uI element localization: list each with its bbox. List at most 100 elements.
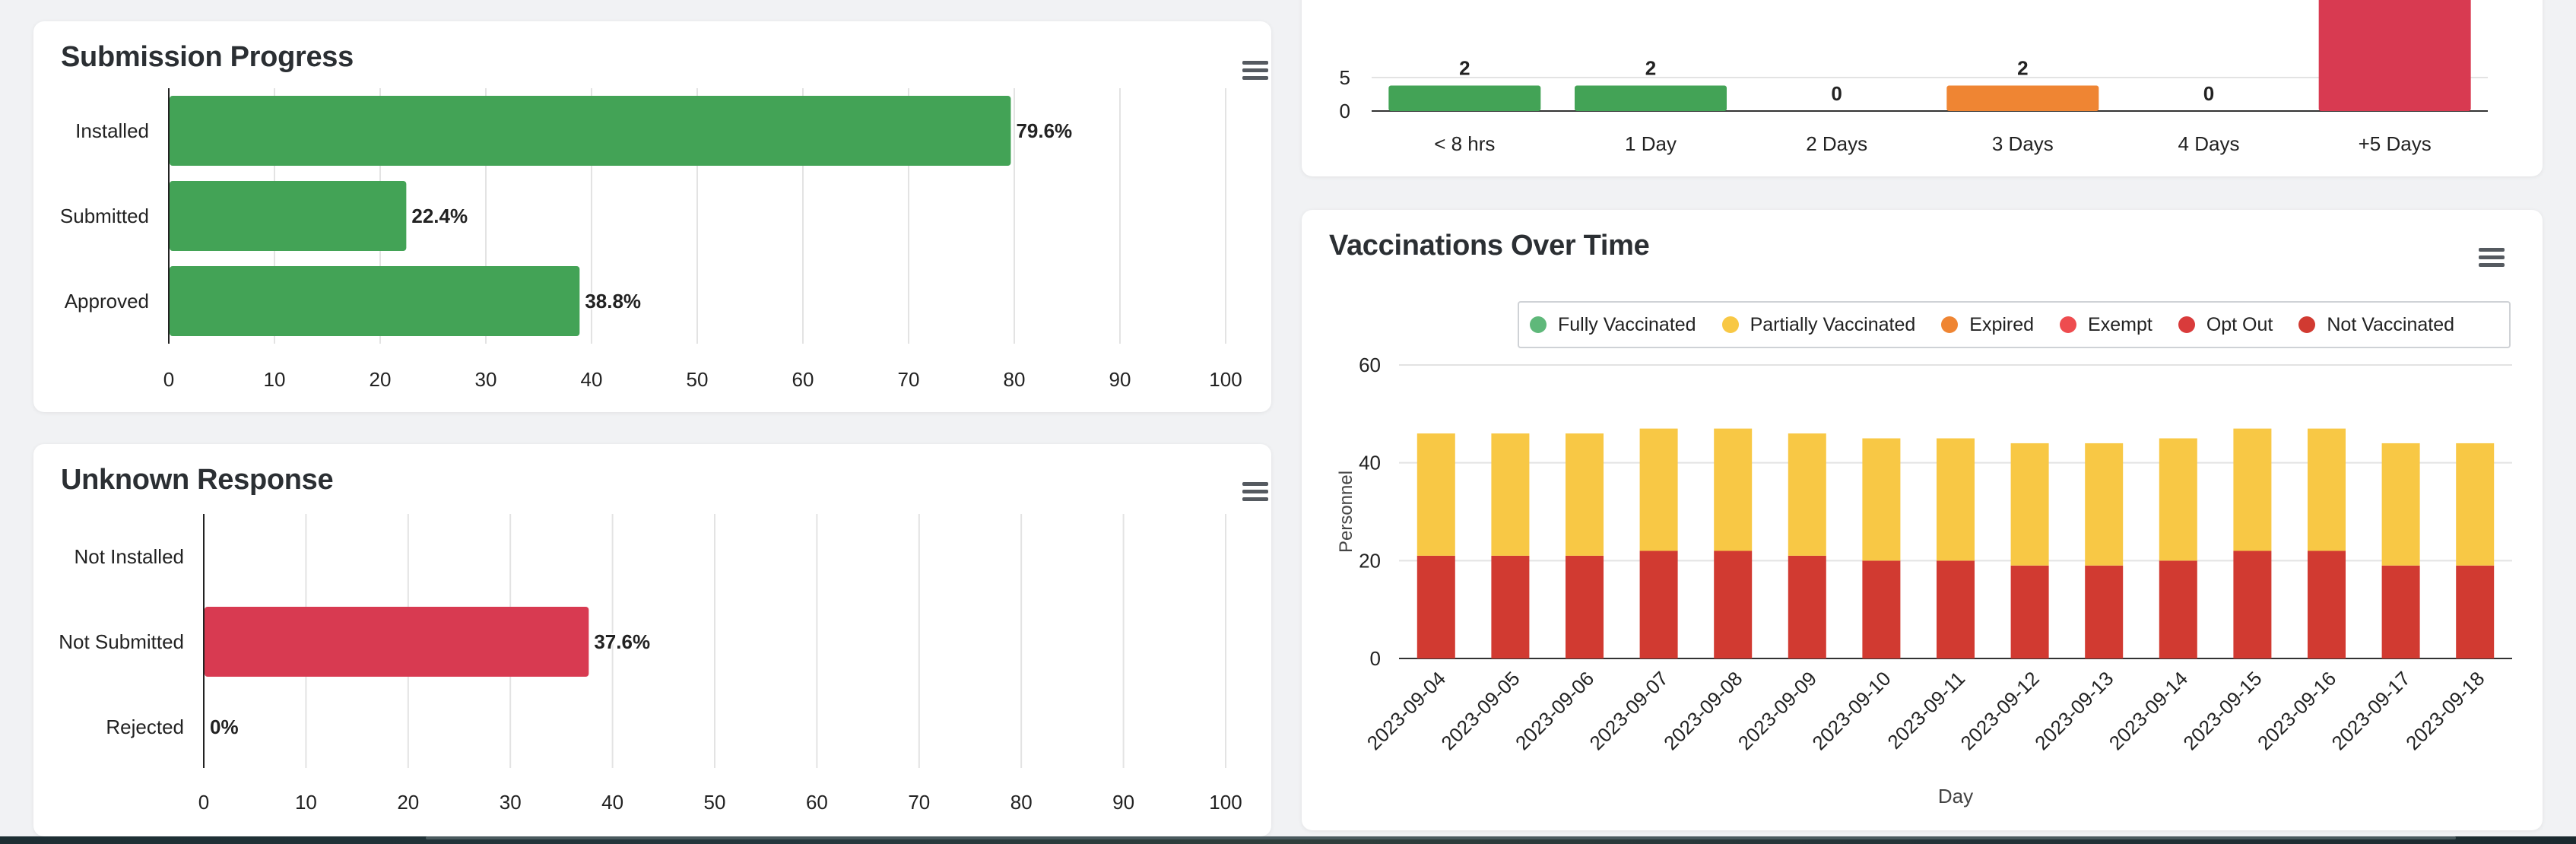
x-tick-label: 30 [500, 791, 522, 814]
submission-progress-title: Submission Progress [61, 41, 354, 73]
stack-segment [1714, 428, 1753, 551]
response-bar [2318, 0, 2471, 111]
x-tick-label: 10 [264, 368, 286, 391]
x-tick-label: 30 [475, 368, 497, 391]
stack-segment [1416, 433, 1455, 556]
stack-segment [1788, 433, 1826, 556]
legend-marker-icon [1530, 316, 1547, 333]
stack-segment [1937, 438, 1975, 561]
x-tick-label: 70 [908, 791, 930, 814]
x-tick-label: 90 [1112, 791, 1134, 814]
stack-segment [2085, 443, 2124, 566]
x-tick-label: 50 [687, 368, 709, 391]
submission-progress-card: Submission Progress 0 10 20 30 40 50 60 70 80 90 1… [33, 21, 1271, 412]
x-tick-label: 10 [295, 791, 317, 814]
submission-bar [170, 266, 580, 336]
stack-segment [1788, 555, 1826, 658]
stack-segment [1862, 560, 1901, 658]
legend-item[interactable]: Expired [1941, 314, 2034, 336]
y-tick-label: Not Submitted [59, 630, 184, 653]
y-tick-label: Approved [65, 290, 149, 313]
x-tick-label: 2023-09-16 [2253, 667, 2340, 754]
stack-segment [1714, 551, 1753, 658]
data-label: 0 [2203, 82, 2214, 105]
hamburger-menu-icon[interactable] [2479, 248, 2505, 269]
taskbar-highlight [426, 836, 2456, 839]
y-tick-label: 0 [1340, 100, 1350, 122]
y-tick-label: Not Installed [74, 545, 184, 568]
stack-segment [1566, 433, 1604, 556]
legend-marker-icon [2178, 316, 2195, 333]
stack-segment [2456, 565, 2495, 658]
x-tick-label: 2023-09-07 [1585, 667, 1673, 754]
stack-segment [1639, 428, 1678, 551]
legend-marker-icon [2298, 316, 2316, 333]
response-time-card: 0 5 2 < 8 hrs 2 1 Day 0 2 Days 2 3 Days 0 4 Days +5 … [1302, 0, 2543, 176]
x-tick-label: 40 [581, 368, 603, 391]
x-tick-label: 0 [163, 368, 174, 391]
legend-item[interactable]: Partially Vaccinated [1721, 314, 1915, 336]
x-tick-label: 2023-09-06 [1511, 667, 1598, 754]
data-label: 79.6% [1016, 119, 1072, 142]
stack-segment [2308, 428, 2346, 551]
vaccinations-chart: 0204060PersonnelDay2023-09-042023-09-052… [1336, 354, 2512, 808]
x-tick-label: 40 [601, 791, 623, 814]
x-tick-label: 20 [397, 791, 419, 814]
stack-segment [2308, 551, 2346, 658]
response-bar [1575, 85, 1727, 111]
x-tick-label: 100 [1209, 791, 1242, 814]
unknown-response-title: Unknown Response [61, 464, 334, 496]
x-tick-label: 80 [1010, 791, 1033, 814]
data-label: 38.8% [585, 290, 641, 313]
stack-segment [2233, 428, 2272, 551]
stack-segment [2010, 565, 2049, 658]
stack-segment [2381, 565, 2420, 658]
response-time-chart: 0 5 2 < 8 hrs 2 1 Day 0 2 Days 2 3 Days 0 4 Days +5 … [1340, 0, 2488, 155]
legend-label: Exempt [2088, 313, 2152, 335]
unknown-bar [205, 607, 589, 677]
legend-label: Not Vaccinated [2327, 313, 2455, 335]
y-tick-label: Submitted [60, 205, 149, 227]
stack-segment [2010, 443, 2049, 566]
stack-segment [1491, 433, 1530, 556]
x-tick-label: 2023-09-08 [1659, 667, 1746, 754]
x-tick-label: 3 Days [1992, 132, 2054, 155]
x-tick-label: 0 [198, 791, 209, 814]
stack-segment [1937, 560, 1975, 658]
data-label: 2 [1645, 57, 1656, 80]
x-tick-label: 2023-09-09 [1734, 667, 1821, 754]
x-tick-label: 2023-09-05 [1436, 667, 1524, 754]
x-tick-label: 60 [792, 368, 814, 391]
x-tick-label: 2023-09-12 [1956, 667, 2044, 754]
unknown-response-card: Unknown Response 0 10 20 30 40 50 60 70 80 90 100 N… [33, 444, 1271, 836]
legend-item[interactable]: Exempt [2060, 314, 2152, 336]
legend-item[interactable]: Not Vaccinated [2298, 314, 2454, 336]
x-tick-label: 20 [370, 368, 392, 391]
x-axis-title: Day [1938, 785, 1973, 808]
vaccinations-legend: Fully Vaccinated Partially Vaccinated Expi… [1518, 301, 2511, 348]
data-label: 2 [1459, 57, 1470, 80]
y-tick-label: 60 [1359, 354, 1381, 376]
data-label: 0% [210, 715, 239, 738]
legend-item[interactable]: Fully Vaccinated [1530, 314, 1696, 336]
legend-label: Expired [1969, 313, 2035, 335]
data-label: 22.4% [411, 205, 468, 227]
legend-item[interactable]: Opt Out [2178, 314, 2273, 336]
x-tick-label: +5 Days [2359, 132, 2432, 155]
hamburger-menu-icon[interactable] [1242, 482, 1268, 503]
x-tick-label: 50 [704, 791, 726, 814]
stack-segment [2456, 443, 2495, 566]
x-tick-label: 2023-09-17 [2327, 667, 2415, 754]
legend-label: Opt Out [2206, 313, 2273, 335]
x-tick-label: 2023-09-04 [1363, 667, 1450, 754]
y-tick-label: 5 [1340, 66, 1350, 89]
legend-marker-icon [1941, 316, 1959, 333]
x-tick-label: 80 [1004, 368, 1026, 391]
legend-marker-icon [2060, 316, 2077, 333]
stack-segment [1491, 555, 1530, 658]
y-tick-label: 0 [1370, 647, 1381, 670]
submission-bar [170, 96, 1011, 166]
x-tick-label: 100 [1209, 368, 1242, 391]
x-tick-label: < 8 hrs [1434, 132, 1495, 155]
hamburger-menu-icon[interactable] [1242, 61, 1268, 82]
